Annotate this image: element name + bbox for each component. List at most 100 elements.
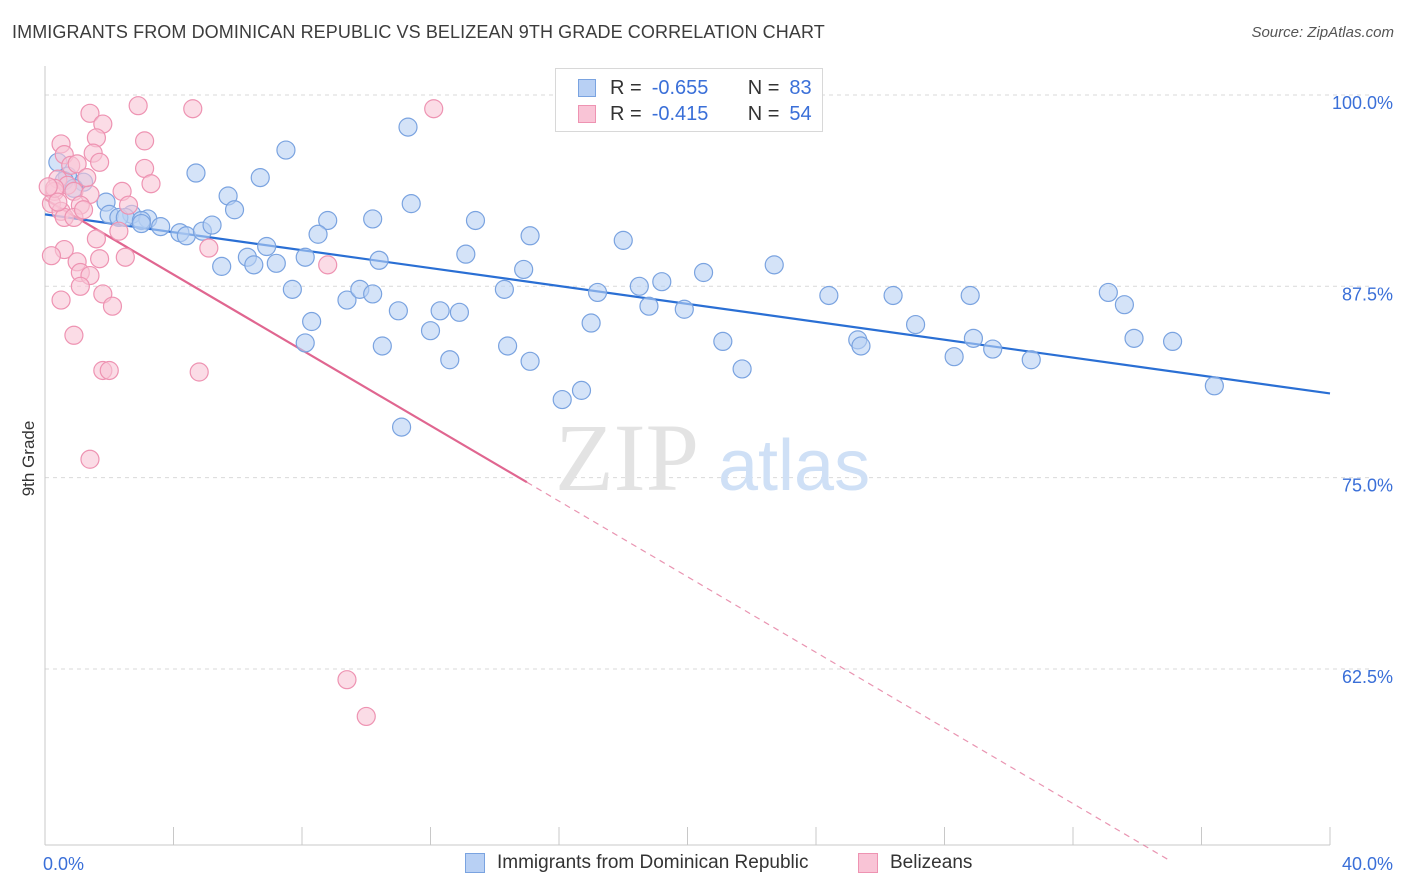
data-point-series2: [183, 99, 203, 119]
data-point-series2: [86, 229, 107, 249]
data-point-series1: [401, 194, 421, 214]
watermark-zip: ZIP: [555, 404, 699, 511]
data-point-series1: [318, 210, 338, 231]
data-point-series1: [652, 272, 672, 292]
data-point-series1: [693, 262, 714, 283]
data-point-series2: [199, 238, 219, 258]
data-point-series2: [48, 192, 68, 212]
x-tick-label-end: 40.0%: [1342, 854, 1393, 874]
data-point-series1: [983, 339, 1003, 359]
n-label: N =: [747, 76, 780, 99]
data-point-series2: [80, 449, 100, 469]
data-point-series2: [41, 246, 62, 266]
data-point-series2: [356, 706, 376, 727]
n-label: N =: [747, 102, 780, 125]
data-point-series1: [391, 417, 412, 437]
data-point-series1: [337, 290, 357, 310]
x-tick-label-start: 0.0%: [43, 854, 84, 874]
data-point-series1: [440, 350, 460, 370]
data-point-series2: [318, 255, 338, 275]
data-point-series2: [99, 360, 119, 381]
data-point-series1: [944, 347, 964, 367]
data-point-series2: [64, 325, 84, 345]
data-point-series1: [1162, 331, 1183, 352]
data-point-series1: [674, 299, 694, 319]
data-point-series2: [102, 296, 123, 316]
data-point-series1: [363, 284, 383, 304]
data-point-series2: [118, 195, 139, 215]
data-point-series2: [109, 221, 129, 241]
data-point-series1: [713, 331, 733, 352]
data-point-series2: [134, 131, 155, 151]
data-point-series1: [1204, 376, 1224, 396]
y-tick-label: 62.5%: [1342, 667, 1393, 687]
data-point-series1: [1021, 350, 1041, 370]
data-point-series1: [819, 285, 839, 306]
data-point-series2: [337, 670, 357, 690]
data-point-series1: [302, 311, 322, 332]
series1-r-value: -0.655: [651, 76, 709, 99]
data-point-series1: [282, 279, 302, 299]
chart-title: IMMIGRANTS FROM DOMINICAN REPUBLIC VS BE…: [12, 22, 825, 42]
legend-row-series1: R = -0.655 N = 83: [578, 75, 812, 101]
data-point-series1: [244, 255, 264, 275]
data-point-series1: [420, 321, 441, 341]
series2-n-value: 54: [789, 102, 812, 125]
data-point-series2: [70, 276, 90, 296]
data-point-series1: [764, 255, 784, 275]
data-point-series1: [363, 209, 383, 229]
data-point-series2: [38, 177, 58, 197]
data-point-series1: [552, 389, 572, 410]
data-point-series1: [1098, 282, 1118, 303]
data-point-series1: [176, 226, 196, 246]
data-point-series1: [587, 282, 608, 303]
data-point-series1: [514, 259, 534, 280]
stats-legend: R = -0.655 N = 83 R = -0.415 N = 54: [555, 68, 823, 132]
data-point-series1: [639, 296, 659, 316]
data-point-series1: [963, 328, 984, 348]
data-point-series1: [257, 236, 277, 257]
data-point-series1: [369, 250, 389, 270]
data-point-series2: [73, 200, 94, 220]
data-point-series1: [520, 226, 540, 246]
y-tick-label: 100.0%: [1332, 93, 1393, 113]
bottom-legend-series1: Immigrants from Dominican Republic: [465, 852, 809, 874]
data-point-series1: [388, 301, 408, 321]
data-point-series1: [266, 253, 286, 273]
series1-legend-swatch: [465, 853, 485, 873]
data-point-series1: [571, 380, 592, 400]
data-point-series1: [613, 230, 633, 250]
series2-legend-label: Belizeans: [890, 852, 973, 873]
trend-lines: [44, 198, 1331, 861]
y-tick-label: 75.0%: [1342, 476, 1393, 496]
data-point-series2: [67, 154, 87, 174]
r-label: R =: [610, 102, 642, 125]
series1-n-value: 83: [789, 76, 812, 99]
data-point-series2: [77, 168, 97, 188]
data-point-series2: [424, 99, 444, 119]
data-points: [38, 96, 1224, 727]
data-point-series1: [151, 217, 171, 237]
watermark: ZIP atlas: [555, 404, 870, 511]
data-point-series1: [1124, 328, 1144, 348]
data-point-series1: [629, 276, 649, 296]
y-axis-title: 9th Grade: [19, 421, 38, 497]
data-point-series1: [732, 359, 752, 379]
data-point-series2: [189, 362, 209, 382]
data-point-series1: [186, 163, 206, 183]
trend-line-series2: [44, 198, 528, 484]
grid-lines: [45, 94, 1370, 670]
data-point-series1: [372, 336, 392, 356]
bottom-legend-series2: Belizeans: [858, 852, 972, 874]
data-point-series1: [465, 210, 486, 231]
data-point-series1: [430, 301, 450, 321]
data-point-series1: [581, 313, 601, 333]
data-point-series1: [295, 247, 315, 267]
data-point-series2: [80, 103, 100, 123]
data-point-series1: [520, 351, 540, 371]
data-point-series1: [960, 285, 980, 306]
series1-legend-label: Immigrants from Dominican Republic: [497, 852, 809, 873]
data-point-series1: [224, 200, 245, 220]
data-point-series2: [90, 152, 110, 172]
